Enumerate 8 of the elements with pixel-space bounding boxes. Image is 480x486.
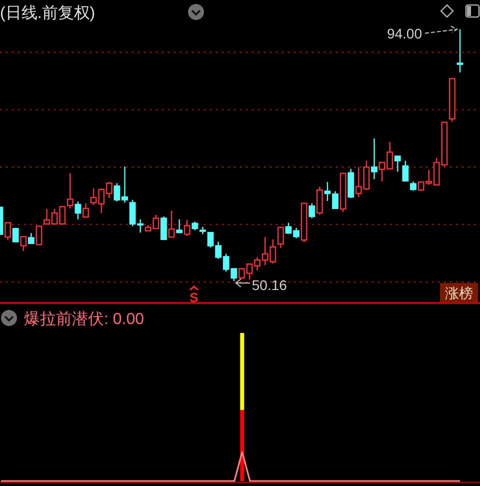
chart-title: (日线.前复权) xyxy=(0,4,96,22)
candlestick xyxy=(66,172,74,210)
annotation: 50.16 xyxy=(252,277,288,293)
text: 涨榜 xyxy=(445,285,473,301)
chart-title: 爆拉前潜伏: 0.00 xyxy=(24,310,144,328)
annotation: 94.00 xyxy=(386,25,422,42)
candlestick xyxy=(371,138,378,180)
text: S xyxy=(190,290,199,305)
